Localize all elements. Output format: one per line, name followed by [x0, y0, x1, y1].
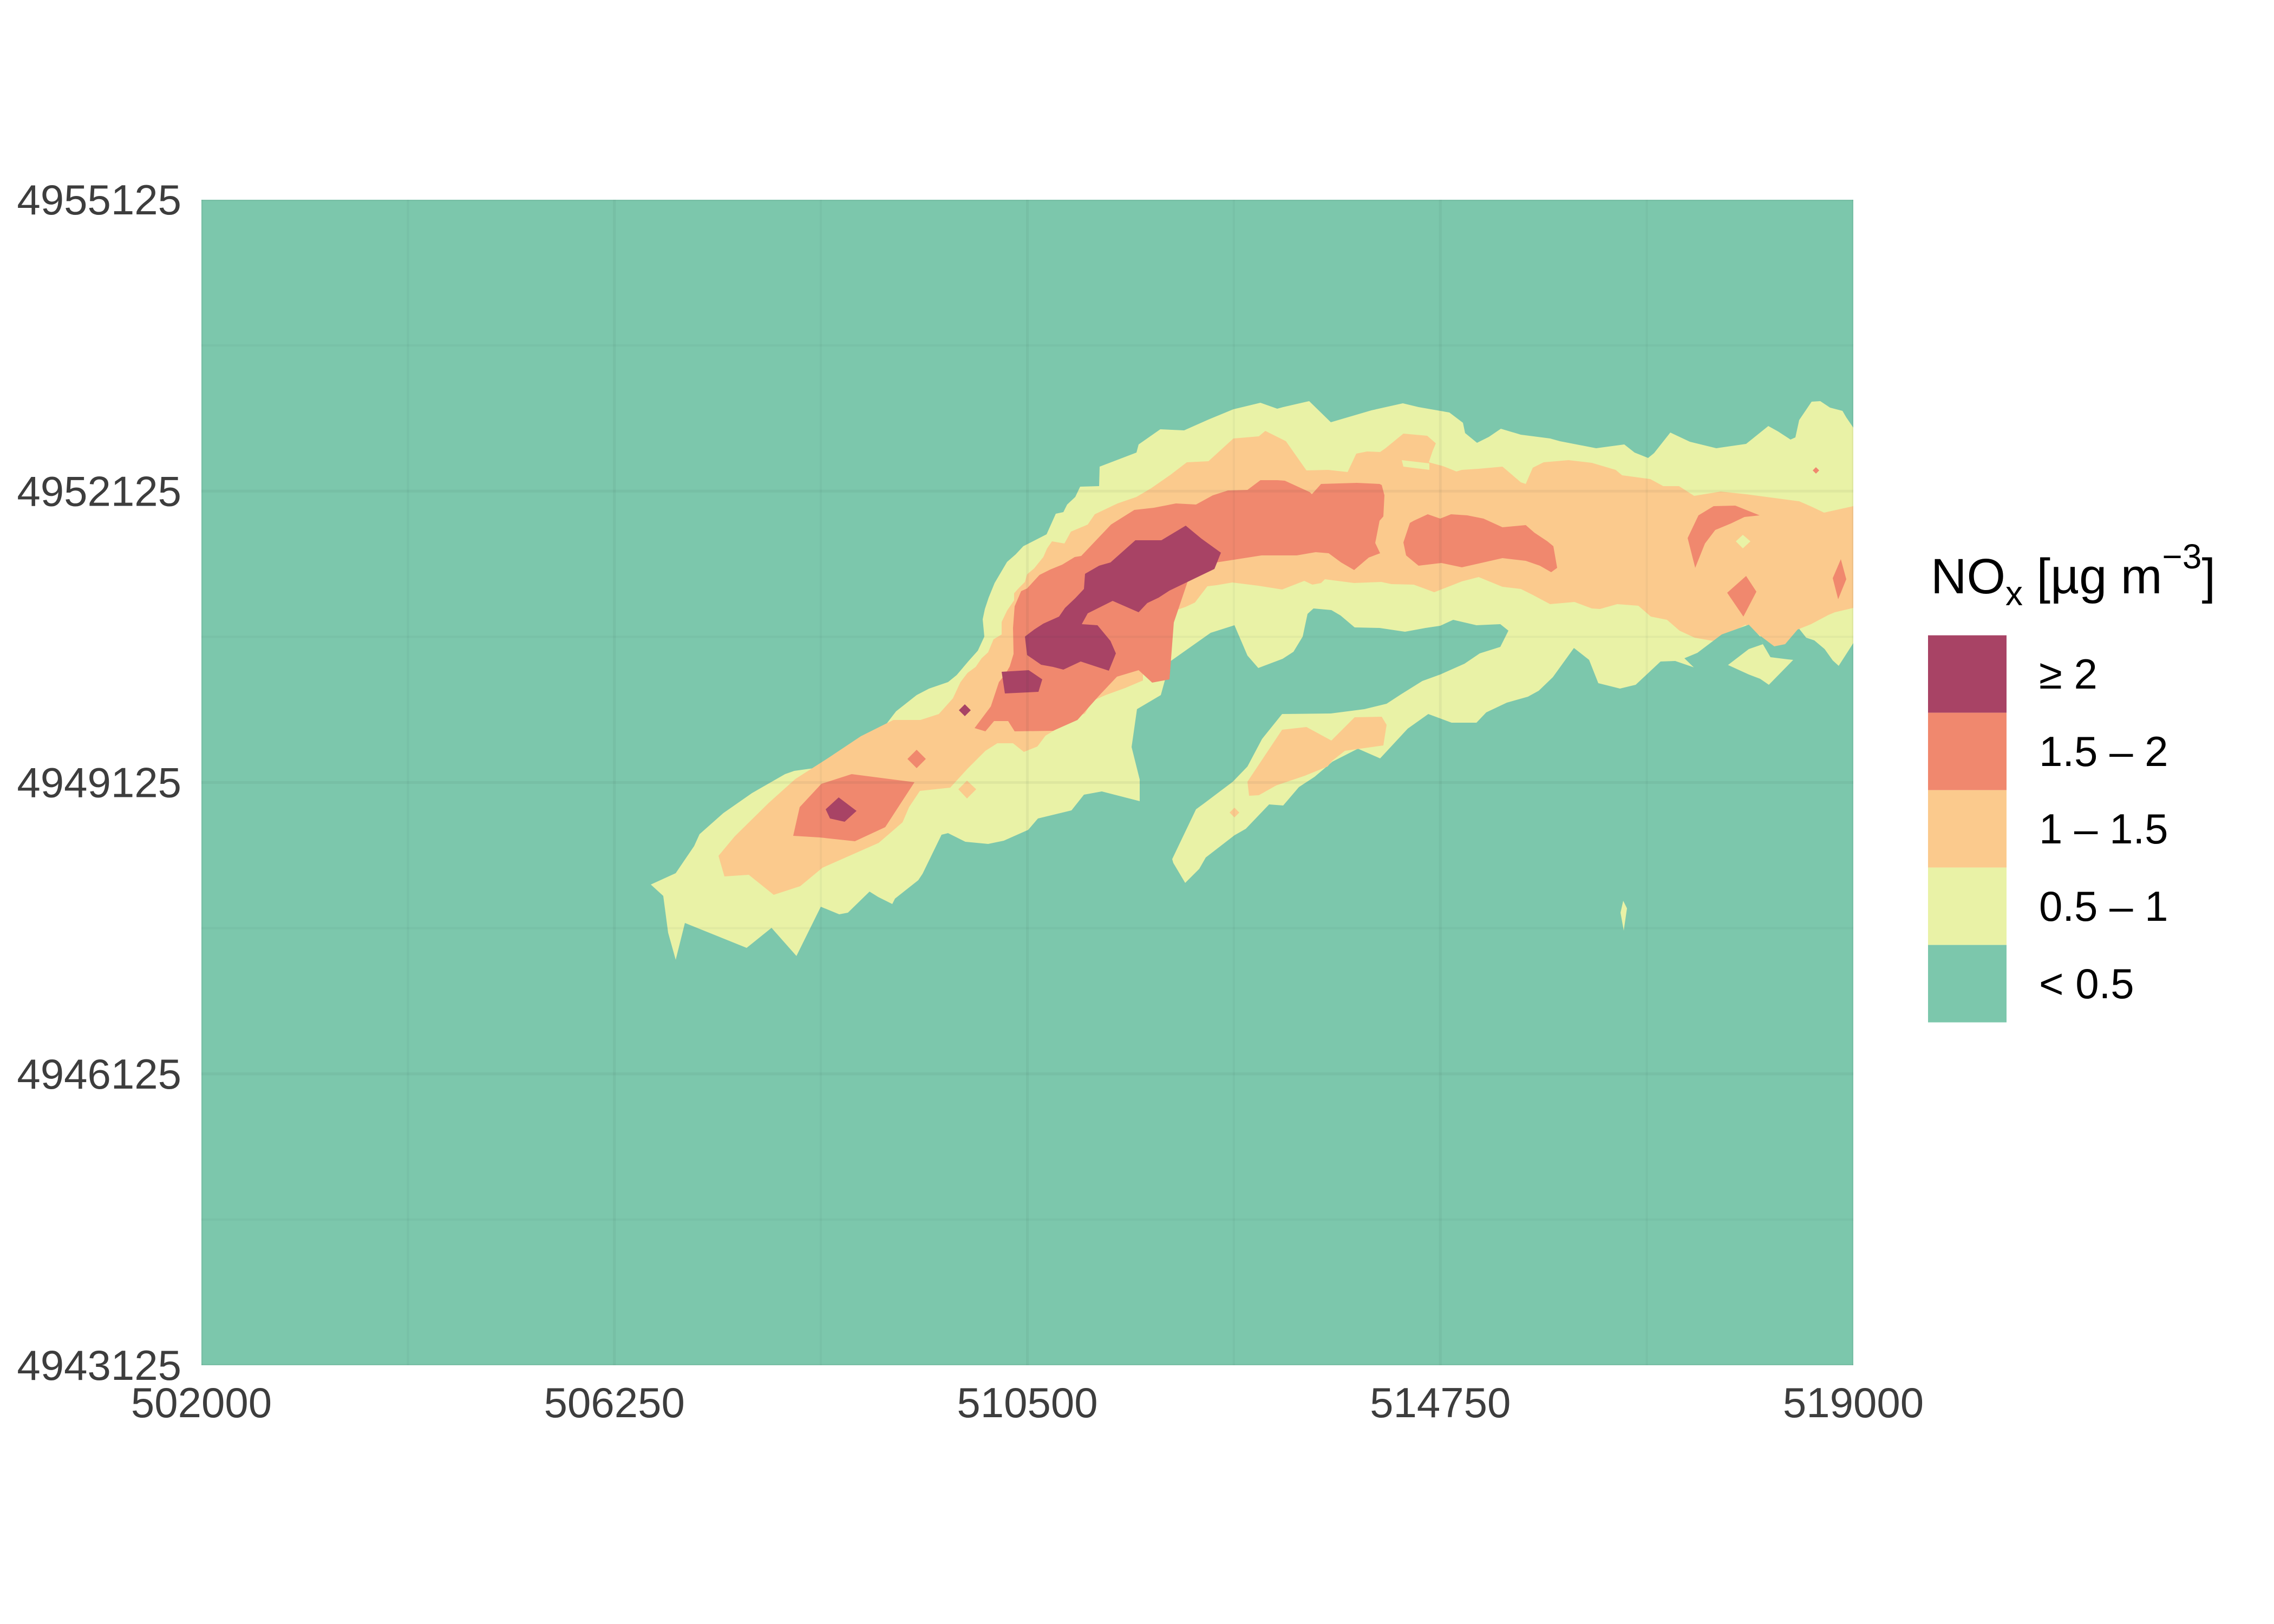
- svg-text:4943125: 4943125: [17, 1341, 181, 1389]
- svg-text:1 – 1.5: 1 – 1.5: [2039, 805, 2168, 853]
- svg-text:502000: 502000: [131, 1379, 272, 1426]
- svg-text:514750: 514750: [1370, 1379, 1511, 1426]
- svg-text:4949125: 4949125: [17, 759, 181, 807]
- svg-text:NOx [µg m−3]: NOx [µg m−3]: [1931, 537, 2216, 613]
- svg-text:≥ 2: ≥ 2: [2039, 650, 2097, 698]
- svg-text:4955125: 4955125: [17, 176, 181, 224]
- svg-text:519000: 519000: [1783, 1379, 1924, 1426]
- svg-text:506250: 506250: [544, 1379, 685, 1426]
- svg-text:1.5 – 2: 1.5 – 2: [2039, 728, 2168, 775]
- svg-text:< 0.5: < 0.5: [2039, 960, 2134, 1007]
- svg-text:0.5 – 1: 0.5 – 1: [2039, 882, 2168, 930]
- svg-text:510500: 510500: [957, 1379, 1097, 1426]
- svg-text:4946125: 4946125: [17, 1050, 181, 1098]
- svg-text:4952125: 4952125: [17, 467, 181, 515]
